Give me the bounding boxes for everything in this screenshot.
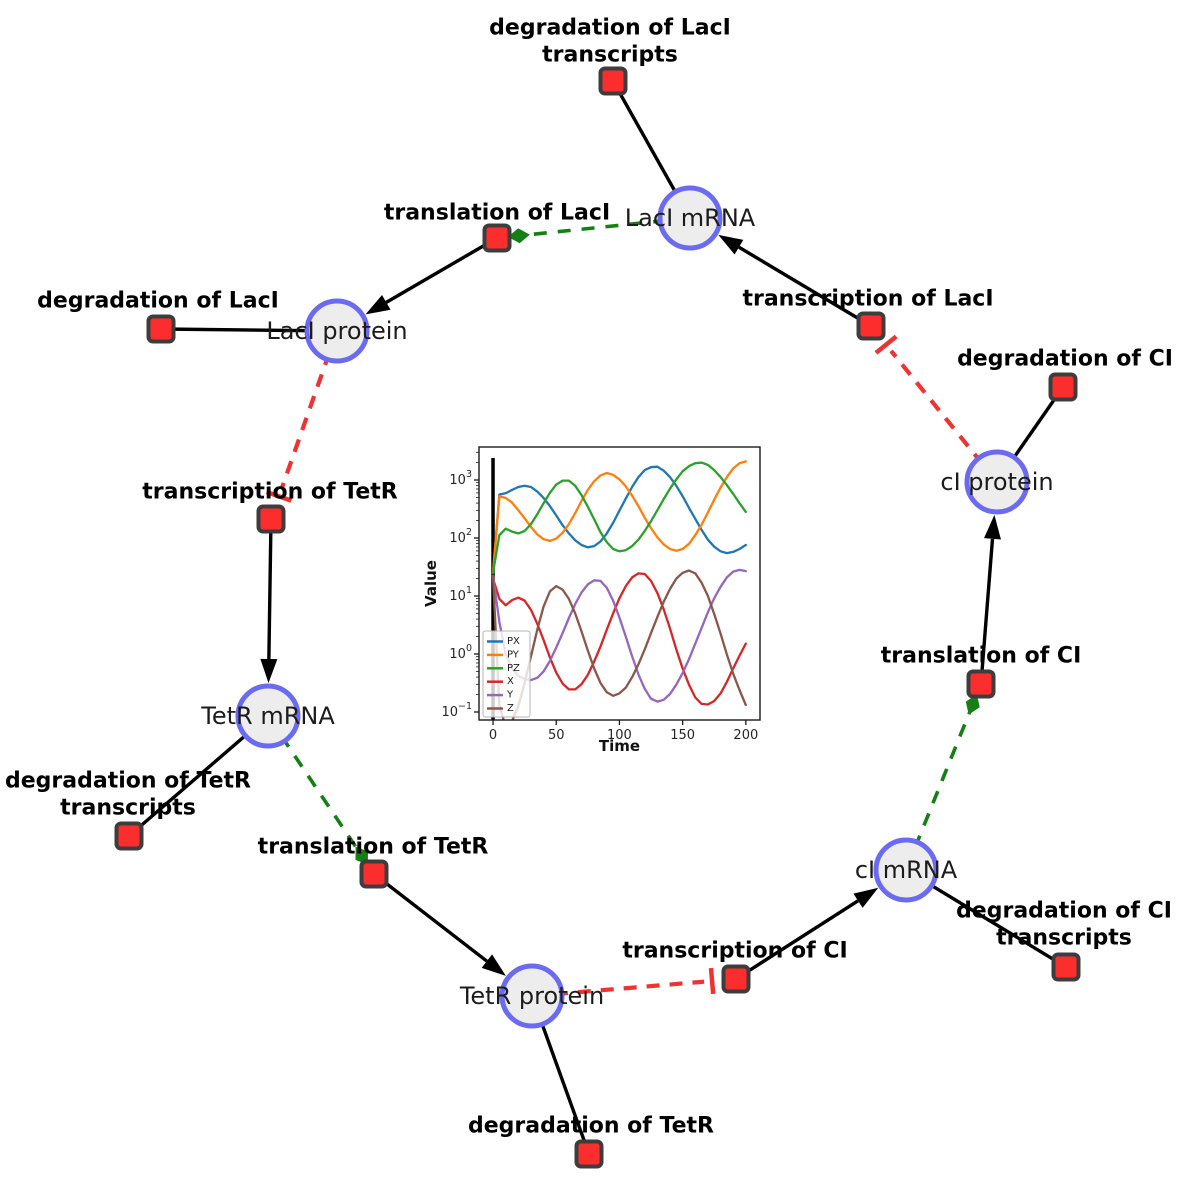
y-tick-label: 100	[449, 643, 472, 662]
x-axis-label: Time	[599, 737, 640, 755]
y-tick-label: 101	[449, 585, 472, 604]
series-line-X	[491, 572, 747, 706]
reaction-node-transcription-tetr[interactable]	[256, 504, 286, 534]
inhibition-tee-icon	[265, 489, 292, 503]
species-label-tetr-protein: TetR protein	[459, 982, 604, 1010]
reaction-label-deg-laci-tx-line2: transcripts	[542, 43, 678, 68]
arrowhead-icon	[365, 295, 391, 315]
species-node-ci-mrna[interactable]	[873, 837, 939, 903]
inset-chart: 0 50 100 150 20010−1100101102103TimeValuePXP…	[422, 446, 761, 755]
y-tick-exponent: 2	[466, 527, 472, 538]
modifier-diamond-icon	[507, 228, 530, 244]
reaction-label-deg-tetr: degradation of TetR	[468, 1114, 714, 1139]
inhibition-tee-icon	[708, 967, 716, 995]
arrowhead-icon	[481, 954, 506, 976]
x-tick-label: 50	[548, 728, 565, 743]
y-tick-label: 103	[449, 469, 472, 488]
x-tick-label: 200	[733, 728, 758, 743]
reaction-label-deg-tetr-tx-line2: transcripts	[60, 796, 196, 821]
edge-product-transcription-ci-to-ci-mrna	[735, 899, 859, 981]
legend-label-PX: PX	[507, 636, 520, 647]
species-node-ci-protein[interactable]	[964, 449, 1030, 515]
species-node-tetr-protein[interactable]	[499, 963, 565, 1029]
reaction-label-translation-ci: translation of CI	[881, 644, 1082, 669]
species-node-laci-protein[interactable]	[304, 298, 370, 364]
reaction-label-deg-laci: degradation of LacI	[37, 289, 279, 314]
legend-label-PZ: PZ	[507, 663, 520, 674]
y-tick-label: 102	[449, 527, 472, 546]
arrowhead-icon	[718, 234, 744, 255]
chart-legend: PX PY PZ XYZ	[482, 630, 531, 718]
reaction-label-translation-laci: translation of LacI	[384, 201, 610, 226]
x-tick-label: 100	[607, 728, 632, 743]
edge-product-translation-laci-to-laci-protein	[385, 236, 498, 304]
edge-product-transcription-laci-to-laci-mrna	[738, 245, 872, 328]
reaction-label-deg-ci: degradation of CI	[957, 347, 1173, 372]
reaction-node-deg-ci[interactable]	[1048, 372, 1078, 402]
legend-label-Y: Y	[506, 690, 514, 701]
arrowhead-icon	[260, 658, 278, 684]
reaction-node-deg-tetr[interactable]	[574, 1139, 604, 1169]
series-line-Y	[491, 568, 747, 703]
series-line-Z	[491, 569, 747, 720]
series-line-PY	[491, 460, 747, 574]
species-node-laci-mrna[interactable]	[657, 185, 723, 251]
reaction-node-translation-laci[interactable]	[482, 223, 512, 253]
reaction-node-deg-laci-tx[interactable]	[598, 66, 628, 96]
reaction-node-transcription-laci[interactable]	[856, 311, 886, 341]
series-line-PZ	[491, 461, 747, 574]
y-tick-exponent: 1	[466, 585, 472, 596]
reaction-node-deg-tetr-tx[interactable]	[114, 821, 144, 851]
reaction-label-transcription-laci: transcription of LacI	[742, 287, 993, 312]
species-node-tetr-mrna[interactable]	[235, 683, 301, 749]
reaction-node-deg-laci[interactable]	[146, 314, 176, 344]
y-tick-exponent: 0	[466, 643, 472, 654]
species-label-ci-protein: cI protein	[940, 468, 1053, 496]
modifier-diamond-icon	[965, 694, 980, 715]
species-label-tetr-mrna: TetR mRNA	[200, 702, 335, 730]
reaction-label-deg-laci-tx-line1: degradation of LacI	[489, 16, 731, 41]
nodes-layer	[114, 66, 1081, 1169]
legend-label-Z: Z	[507, 703, 514, 714]
legend-label-PY: PY	[507, 649, 520, 660]
y-tick-label: 10−1	[441, 701, 472, 720]
series-line-PX	[491, 465, 747, 574]
y-tick-exponent: 3	[466, 469, 472, 480]
reaction-node-transcription-ci[interactable]	[721, 964, 751, 994]
reaction-node-deg-ci-tx[interactable]	[1051, 952, 1081, 982]
arrowhead-icon	[853, 887, 879, 908]
edge-product-translation-ci-to-ci-protein	[979, 538, 995, 685]
reaction-label-deg-tetr-tx-line1: degradation of TetR	[5, 769, 251, 794]
reaction-label-transcription-ci: transcription of CI	[622, 939, 847, 964]
inhibition-tee-icon	[874, 334, 898, 355]
y-tick-exponent: −1	[458, 701, 472, 712]
x-tick-label: 0	[489, 728, 497, 743]
labels-layer: LacI mRNA LacI protein TetR mRNA TetR prote…	[5, 16, 1173, 1139]
reaction-node-translation-tetr[interactable]	[359, 859, 389, 889]
species-label-ci-mrna: cI mRNA	[855, 856, 958, 884]
reaction-node-translation-ci[interactable]	[966, 669, 996, 699]
y-axis-label: Value	[422, 560, 440, 607]
species-label-laci-protein: LacI protein	[266, 317, 407, 345]
edge-product-transcription-tetr-to-tetr-mrna	[267, 518, 273, 660]
species-label-laci-mrna: LacI mRNA	[625, 204, 756, 232]
arrowhead-icon	[984, 514, 1001, 540]
x-tick-label: 150	[670, 728, 695, 743]
reaction-label-translation-tetr: translation of TetR	[258, 835, 489, 860]
edge-product-translation-tetr-to-tetr-protein	[372, 872, 488, 963]
reaction-label-deg-ci-tx-line2: transcripts	[996, 926, 1132, 951]
reaction-label-transcription-tetr: transcription of TetR	[142, 480, 398, 505]
legend-label-X: X	[507, 676, 514, 687]
reaction-label-deg-ci-tx-line1: degradation of CI	[956, 899, 1172, 924]
